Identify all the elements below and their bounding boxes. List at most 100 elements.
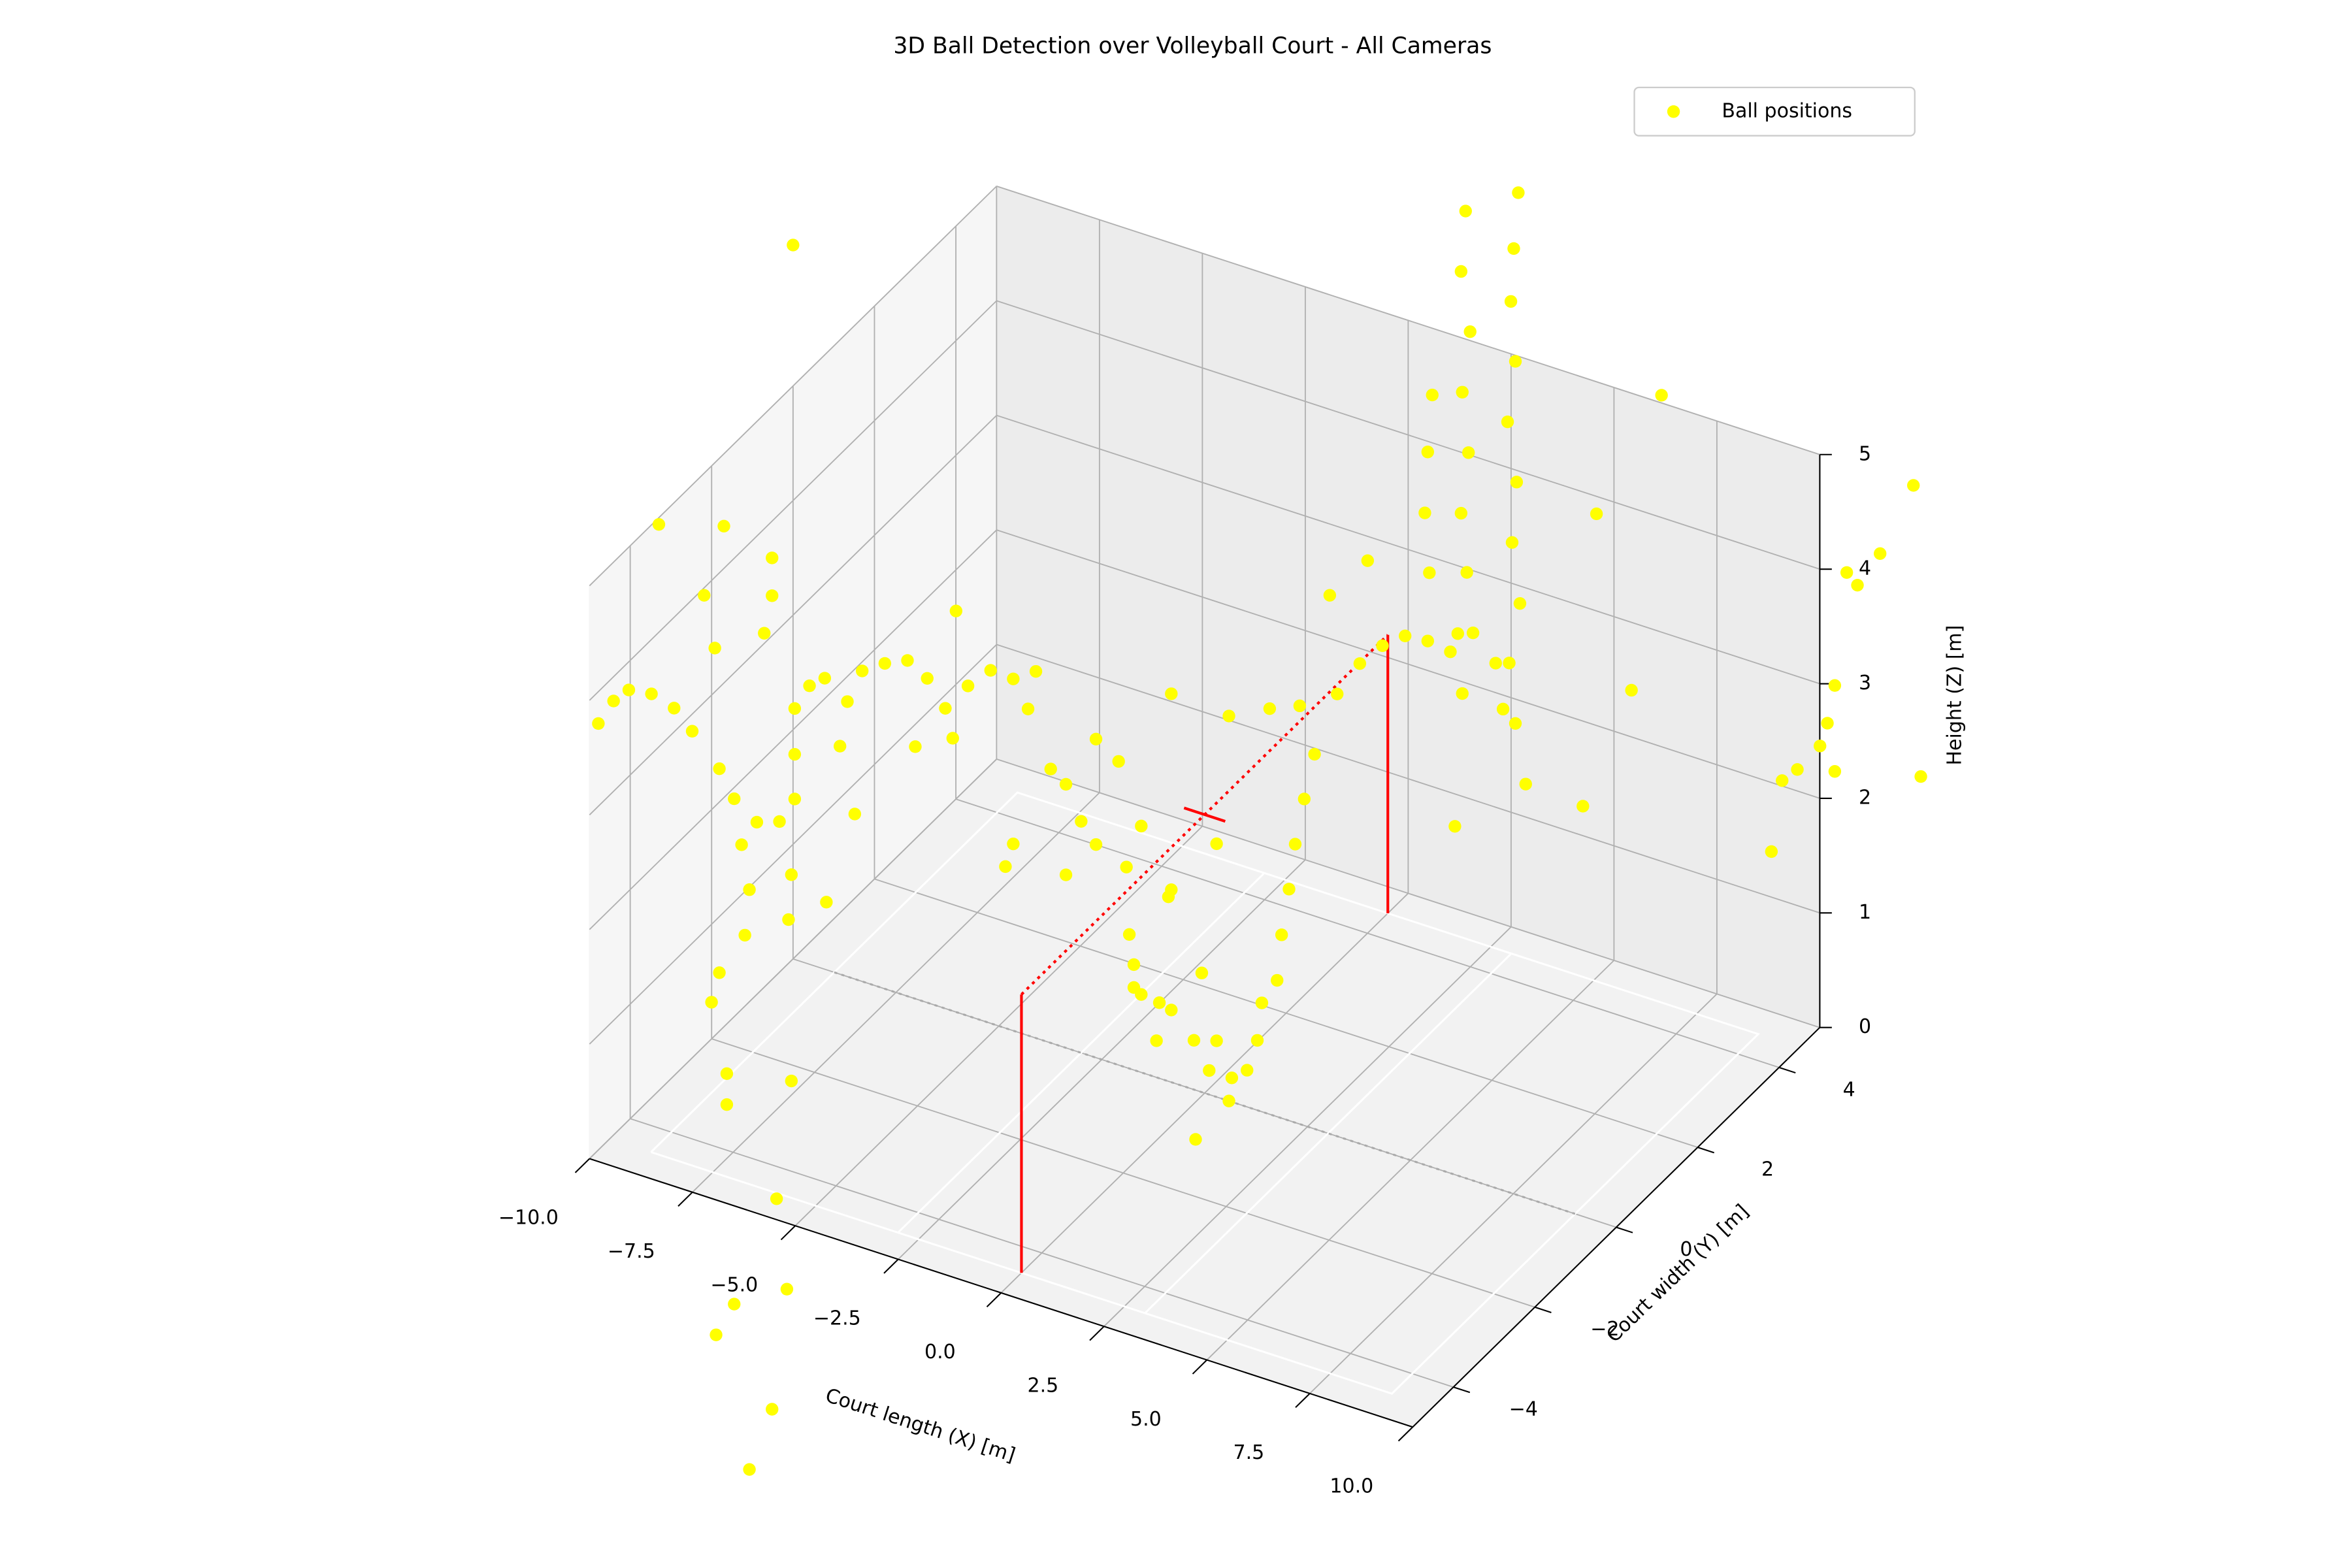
ball-point — [685, 725, 699, 738]
chart-title: 3D Ball Detection over Volleyball Court … — [893, 33, 1492, 59]
y-tick-label: 4 — [1843, 1078, 1855, 1101]
x-tick-label: −2.5 — [813, 1307, 861, 1330]
ball-point — [818, 672, 832, 685]
ball-point — [1765, 845, 1778, 858]
x-tick — [883, 1258, 899, 1274]
ball-point — [1504, 295, 1518, 308]
grid-line — [996, 300, 1820, 570]
z-tick-label: 4 — [1859, 557, 1871, 580]
ball-point — [788, 792, 802, 806]
ball-point — [901, 654, 914, 667]
ball-point — [1203, 1064, 1216, 1077]
ball-point — [728, 1298, 741, 1311]
ball-point — [1466, 626, 1480, 640]
ball-point — [1127, 958, 1141, 972]
z-tick-label: 5 — [1859, 442, 1871, 465]
ball-point — [607, 694, 620, 708]
court-line — [834, 971, 1576, 1215]
ball-point — [1353, 657, 1367, 670]
ball-point — [780, 1282, 794, 1296]
ball-point — [1451, 627, 1464, 640]
y-tick — [1453, 1386, 1471, 1394]
ball-point — [1271, 973, 1284, 987]
ball-point — [1308, 747, 1321, 761]
ball-point — [735, 838, 748, 851]
ball-point — [1361, 554, 1375, 567]
x-tick-label: 10.0 — [1330, 1475, 1373, 1497]
ball-point — [743, 883, 756, 896]
ball-point — [1135, 819, 1148, 833]
ball-point — [1512, 186, 1525, 199]
ball-point — [1423, 566, 1436, 580]
ball-point — [743, 1463, 756, 1476]
ball-point — [961, 679, 975, 693]
ball-point — [1503, 657, 1516, 670]
ball-point — [1914, 770, 1927, 783]
ball-point — [820, 896, 833, 909]
ball-point — [939, 702, 952, 715]
ball-point — [788, 747, 802, 761]
x-tick — [574, 1158, 591, 1173]
legend-label: Ball positions — [1722, 99, 1852, 122]
y-tick — [1697, 1147, 1714, 1154]
x-tick-label: 0.0 — [924, 1341, 956, 1364]
ball-point — [770, 1192, 783, 1205]
ball-point — [1112, 755, 1125, 768]
ball-point — [1075, 815, 1088, 828]
x-tick-label: 2.5 — [1027, 1374, 1058, 1397]
ball-point — [1376, 639, 1389, 653]
x-tick — [1089, 1326, 1105, 1341]
grid-line — [589, 644, 998, 1045]
x-axis-label: Court length (X) [m] — [823, 1384, 1018, 1467]
grid-line — [711, 1038, 1535, 1308]
ball-point — [787, 238, 800, 252]
ball-point — [1288, 838, 1302, 851]
ball-point — [855, 664, 869, 678]
ball-point — [1421, 446, 1434, 459]
ball-point — [710, 1328, 723, 1341]
ball-point — [803, 679, 816, 693]
ball-point — [1210, 1034, 1223, 1047]
ball-point — [1509, 717, 1522, 730]
z-axis-label: Height (Z) [m] — [1944, 625, 1967, 766]
x-tick — [678, 1192, 693, 1207]
y-tick — [1534, 1306, 1552, 1313]
ball-point — [1150, 1034, 1163, 1047]
ball-point — [1059, 777, 1073, 791]
ball-point — [713, 966, 726, 979]
ball-point — [1089, 838, 1103, 851]
ball-point — [1120, 860, 1133, 874]
ball-point — [738, 928, 751, 942]
ball-point — [1152, 996, 1166, 1009]
y-tick-label: −4 — [1509, 1397, 1538, 1420]
y-tick — [1616, 1226, 1633, 1233]
ball-point — [1187, 1034, 1201, 1047]
ball-point — [1510, 476, 1524, 489]
ball-point — [1007, 838, 1020, 851]
ball-point — [1496, 702, 1510, 716]
ball-point — [921, 672, 934, 685]
grid-line — [996, 644, 1820, 914]
ball-point — [1507, 242, 1520, 255]
ball-point — [766, 551, 779, 564]
grid-line — [996, 529, 1820, 799]
ball-point — [1275, 928, 1288, 941]
grid-line — [589, 300, 998, 701]
x-tick-label: −7.5 — [608, 1240, 655, 1263]
ball-point — [1519, 777, 1532, 791]
legend-box — [1633, 86, 1916, 137]
ball-point — [785, 868, 798, 881]
ball-point — [788, 702, 802, 715]
ball-point — [1501, 415, 1514, 429]
ball-point — [1851, 578, 1864, 592]
ball-point — [728, 792, 741, 806]
y-tick-label: 2 — [1761, 1158, 1774, 1181]
x-tick-label: −10.0 — [498, 1207, 559, 1230]
ball-point — [785, 1074, 798, 1088]
ball-point — [949, 604, 963, 617]
ball-point — [1029, 664, 1043, 678]
ball-point — [1162, 890, 1175, 904]
grid-line — [996, 759, 1820, 1028]
ball-point — [1489, 657, 1502, 670]
